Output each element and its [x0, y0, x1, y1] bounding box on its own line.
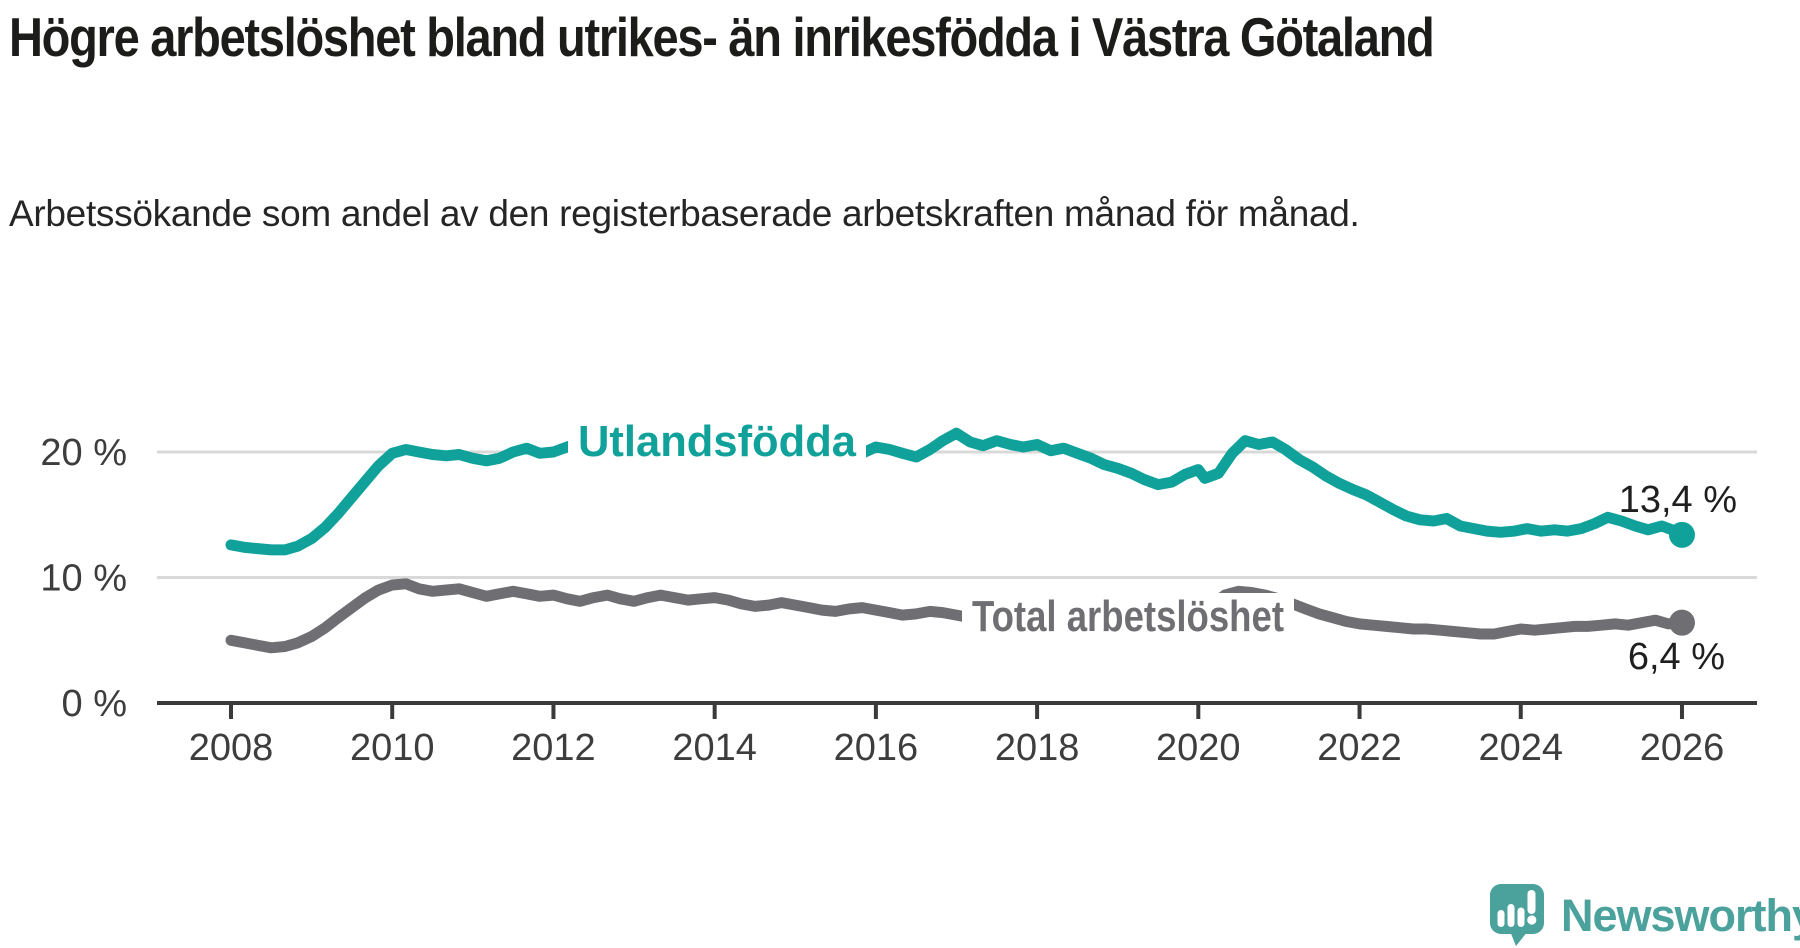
end-value-labels: 13,4 % 6,4 %: [1619, 479, 1737, 678]
bar-icon-1: [1497, 910, 1505, 927]
x-axis-label: 2020: [1156, 727, 1241, 769]
series-line-1: [225, 578, 1688, 654]
x-axis-label: 2014: [672, 727, 757, 769]
newsworthy-brand: Newsworthy: [1490, 884, 1800, 948]
x-axis-label: 2026: [1640, 727, 1725, 769]
lines-layer: [225, 427, 1688, 654]
end-value-total-arbetsloshet: 6,4 %: [1628, 636, 1725, 678]
series-labels: Utlandsfödda Total arbetslöshet: [568, 417, 1294, 643]
x-axis-label: 2022: [1317, 727, 1402, 769]
end-value-utlandsfodda: 13,4 %: [1619, 479, 1737, 521]
x-axis-label: 2024: [1478, 727, 1563, 769]
series-line-0: [225, 427, 1688, 556]
newsworthy-logo-icon: [1490, 884, 1544, 946]
bar-icon-3: [1517, 907, 1525, 927]
series-label-utlandsfodda: Utlandsfödda: [578, 417, 857, 466]
page-title: Högre arbetslöshet bland utrikes- än inr…: [9, 6, 1435, 68]
y-axis-label: 0 %: [62, 683, 127, 725]
x-axis-label: 2016: [834, 727, 919, 769]
dots-layer: [1668, 521, 1695, 636]
chart-subtitle: Arbetssökande som andel av den registerb…: [9, 193, 1360, 234]
y-axis-label: 10 %: [40, 558, 127, 600]
series-label-total-arbetsloshet: Total arbetslöshet: [972, 592, 1284, 641]
grid-layer: 0 % 10 % 20 % 2008 2010 2012 2014 2016 2018 2020 2…: [40, 432, 1757, 769]
exclamation-dot-icon: [1527, 915, 1537, 925]
series-end-dot-1: [1668, 609, 1695, 636]
exclamation-bar-icon: [1527, 890, 1536, 914]
speech-bubble-tail: [1510, 931, 1528, 946]
y-axis-label: 20 %: [40, 432, 127, 474]
x-axis-label: 2018: [995, 727, 1080, 769]
utlandsfodda-label-bg: [568, 420, 866, 466]
bar-icon-2: [1507, 904, 1515, 927]
series-end-dot-0: [1668, 521, 1695, 548]
x-axis-label: 2010: [350, 727, 435, 769]
total-arbetsloshet-label-bg: [962, 593, 1294, 643]
brand-name: Newsworthy: [1561, 890, 1800, 941]
x-axis-label: 2012: [511, 727, 596, 769]
x-axis-label: 2008: [189, 727, 274, 769]
